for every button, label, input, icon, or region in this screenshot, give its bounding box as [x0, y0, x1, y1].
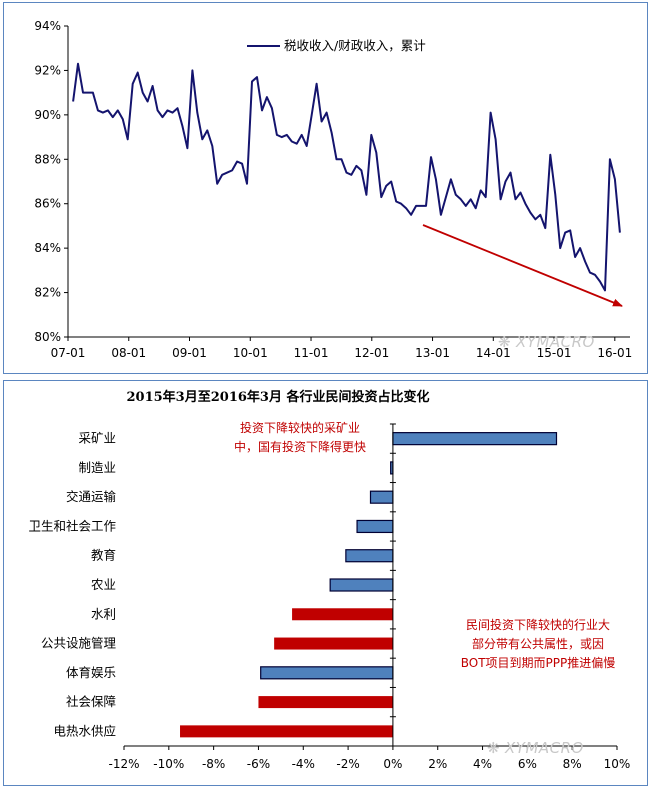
x-tick-label: -6%	[247, 757, 270, 771]
mining-annotation: 投资下降较快的采矿业 中，国有投资下降得更快	[234, 420, 366, 454]
x-tick-label: 09-01	[172, 346, 207, 360]
line-chart-panel	[3, 2, 648, 374]
x-tick-label: 10-01	[233, 346, 268, 360]
watermark-text: XYMACRO	[515, 333, 595, 351]
category-label: 公共设施管理	[41, 636, 117, 651]
bar-9	[260, 666, 394, 680]
watermark-icon: ❋	[498, 333, 511, 351]
bar-10	[258, 696, 393, 709]
bar-4	[356, 519, 394, 534]
mining-annotation-line-1: 投资下降较快的采矿业	[240, 420, 360, 435]
y-tick-label: 88%	[34, 152, 61, 166]
x-tick-label: -4%	[292, 757, 315, 771]
x-tick-label: 15-01	[537, 346, 572, 360]
x-tick-label: -10%	[153, 757, 184, 771]
legend-label: 税收收入/财政收入，累计	[284, 38, 426, 53]
x-tick-label: -12%	[108, 757, 139, 771]
bar-5	[345, 549, 394, 563]
public-sector-annotation-line-2: 部分带有公共属性，或因	[472, 636, 604, 651]
category-label: 水利	[91, 606, 116, 621]
x-tick-label: 14-01	[476, 346, 511, 360]
bar-11	[180, 725, 393, 738]
legend: 税收收入/财政收入，累计	[247, 38, 426, 53]
tax-ratio-line-chart: 80% 82% 84% 86% 88% 90% 92% 94% 07-01 08-01 09-01 1…	[34, 19, 632, 360]
bar-chart-panel	[3, 380, 648, 786]
y-tick-label: 94%	[34, 19, 61, 33]
x-tick-label: 8%	[563, 757, 582, 771]
category-label: 采矿业	[78, 431, 116, 446]
category-label: 电热水供应	[53, 723, 116, 738]
x-tick-label: 0%	[383, 757, 402, 771]
category-label: 卫生和社会工作	[28, 518, 116, 533]
category-label: 社会保障	[66, 694, 116, 709]
y-tick-label: 86%	[34, 197, 61, 211]
x-tick-label: 12-01	[354, 346, 389, 360]
bar-6	[329, 578, 394, 592]
category-label: 教育	[91, 548, 116, 563]
y-tick-label: 82%	[34, 286, 61, 300]
category-label: 农业	[91, 577, 116, 592]
x-tick-label: 08-01	[111, 346, 146, 360]
bar-8	[274, 637, 393, 650]
chart-title: 2015年3月至2016年3月 各行业民间投资占比变化	[127, 389, 430, 405]
x-tick-label: 4%	[473, 757, 492, 771]
y-tick-label: 90%	[34, 108, 61, 122]
watermark-text: XYMACRO	[504, 739, 584, 757]
downtrend-arrow	[422, 224, 623, 307]
x-tick-label: 10%	[604, 757, 631, 771]
x-tick-label: 11-01	[294, 346, 329, 360]
x-tick-label: 6%	[518, 757, 537, 771]
x-tick-label: 2%	[428, 757, 447, 771]
y-tick-label: 84%	[34, 241, 61, 255]
category-label: 体育娱乐	[66, 665, 116, 680]
category-label: 交通运输	[66, 489, 117, 504]
x-tick-label: -8%	[202, 757, 225, 771]
public-sector-annotation: 民间投资下降较快的行业大 部分带有公共属性，或因 BOT项目到期而PPP推进偏慢	[461, 617, 616, 670]
bar-3	[369, 490, 394, 504]
x-tick-label: -2%	[336, 757, 359, 771]
public-sector-annotation-line-3: BOT项目到期而PPP推进偏慢	[461, 655, 616, 670]
tax-ratio-series-line	[72, 62, 621, 292]
watermark-icon: ❋	[487, 739, 500, 757]
x-tick-label: 13-01	[415, 346, 450, 360]
mining-annotation-line-2: 中，国有投资下降得更快	[234, 439, 366, 454]
x-tick-label: 16-01	[597, 346, 632, 360]
y-tick-label: 92%	[34, 63, 61, 77]
watermark: ❋ XYMACRO	[498, 333, 595, 351]
y-tick-label: 80%	[34, 330, 61, 344]
public-sector-annotation-line-1: 民间投资下降较快的行业大	[466, 617, 610, 632]
category-label: 制造业	[78, 460, 116, 475]
bar-7	[292, 608, 393, 621]
bar-1	[392, 432, 558, 446]
watermark: ❋ XYMACRO	[487, 739, 584, 757]
x-tick-label: 07-01	[51, 346, 86, 360]
